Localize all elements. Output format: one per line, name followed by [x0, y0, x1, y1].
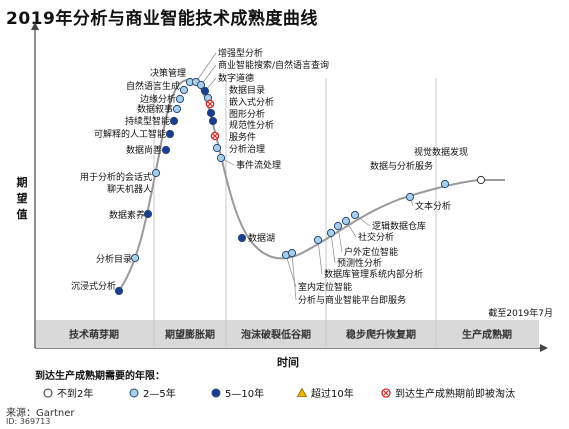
- data-point: [165, 129, 175, 139]
- point-label: 增强型分析: [218, 47, 263, 59]
- data-point: [196, 80, 206, 90]
- leader-line: [195, 52, 217, 83]
- legend-label: 到达生产成熟期前即被淘汰: [395, 387, 515, 400]
- legend-label: 5—10年: [225, 387, 264, 400]
- data-point: [208, 116, 218, 126]
- point-label: 分析与商业智能平台即服务: [298, 294, 406, 306]
- point-label: 数据素养: [109, 209, 145, 221]
- legend-marker: [296, 387, 308, 397]
- point-label: 事件流处理: [236, 159, 281, 171]
- leader-line: [330, 232, 336, 264]
- point-label: 室内定位智能: [298, 281, 352, 293]
- data-point-x: [212, 133, 218, 139]
- data-point: [143, 209, 153, 219]
- legend-marker: [43, 388, 53, 398]
- source-note: 来源：Gartner: [6, 408, 75, 419]
- y-axis-label: 值: [17, 207, 28, 221]
- chart-title: 2019年分析与商业智能技术成熟度曲线: [6, 9, 318, 29]
- leader-line: [337, 225, 343, 253]
- point-label: 数据目录: [229, 84, 265, 96]
- data-point: [313, 235, 323, 245]
- phase-label: 生产成熟期: [462, 328, 512, 341]
- point-label: 持续型智能: [125, 115, 170, 127]
- y-axis-label: 望: [17, 191, 28, 205]
- data-point: [114, 286, 124, 296]
- point-label: 规范性分析: [229, 119, 274, 131]
- data-point-x: [207, 101, 213, 107]
- point-label: 逻辑数据仓库: [372, 220, 426, 232]
- point-label: 沉浸式分析: [71, 280, 116, 292]
- y-axis-label: 期: [17, 175, 28, 189]
- phase-label: 技术萌芽期: [69, 328, 119, 341]
- data-point: [216, 153, 226, 163]
- point-label: 数据尚善: [126, 144, 162, 156]
- phase-label: 期望膨胀期: [165, 328, 215, 341]
- leader-line: [291, 252, 297, 301]
- point-label: 文本分析: [415, 200, 451, 212]
- point-label: 嵌入式分析: [229, 96, 274, 108]
- point-label: 服务件: [229, 131, 256, 143]
- data-point: [212, 143, 222, 153]
- data-point: [200, 86, 210, 96]
- data-point: [237, 233, 247, 243]
- data-point: [175, 94, 185, 104]
- date-note: 截至2019年7月: [488, 307, 553, 319]
- data-point: [179, 85, 189, 95]
- point-label: 数字道德: [218, 72, 254, 84]
- data-point: [169, 116, 179, 126]
- point-label: 用于分析的会话式聊天机器人: [80, 171, 152, 195]
- legend-label: 2—5年: [143, 387, 176, 400]
- point-label: 数据库管理系统内部分析: [324, 268, 423, 280]
- point-label: 分析目录: [96, 253, 132, 265]
- point-label: 边缘分析: [140, 93, 176, 105]
- leader-line: [317, 239, 323, 275]
- data-point: [151, 168, 161, 178]
- data-point: [206, 108, 216, 118]
- document-id: ID: 369713: [6, 417, 51, 426]
- data-point: [341, 216, 351, 226]
- y-axis-arrow: [31, 22, 39, 30]
- point-label: 可解释的人工智能: [94, 128, 166, 140]
- legend-label: 不到2年: [57, 387, 93, 400]
- phase-band: [36, 320, 539, 348]
- point-label: 预测性分析: [337, 257, 382, 269]
- point-label: 数据湖: [248, 232, 275, 244]
- x-axis-label: 时间: [277, 355, 299, 369]
- x-axis-arrow: [540, 344, 548, 352]
- data-point: [405, 192, 415, 202]
- data-point: [161, 145, 171, 155]
- point-label: 数据与分析服务: [370, 160, 433, 172]
- hype-curve: [117, 78, 505, 293]
- legend-marker: [129, 388, 139, 398]
- point-label: 图形分析: [229, 108, 265, 120]
- point-label: 决策管理: [150, 67, 186, 79]
- legend-title: 到达生产成熟期需要的年限：: [35, 369, 165, 382]
- data-point: [350, 210, 360, 220]
- point-label: 自然语言生成: [126, 80, 180, 92]
- legend-marker: [211, 388, 221, 398]
- legend-label: 超过10年: [311, 387, 354, 400]
- phase-label: 泡沫破裂低谷期: [241, 328, 311, 341]
- point-label: 视觉数据发现: [414, 146, 468, 158]
- point-label: 社交分析: [358, 231, 394, 243]
- point-label: 分析治理: [229, 143, 265, 155]
- leader-line: [200, 64, 217, 86]
- data-point: [476, 175, 486, 185]
- point-label: 数据叙事: [137, 103, 173, 115]
- data-point: [326, 228, 336, 238]
- data-point: [333, 221, 343, 231]
- point-label: 户外定位智能: [344, 246, 398, 258]
- phase-label: 稳步爬升恢复期: [346, 328, 416, 341]
- legend-marker-x: [383, 390, 389, 396]
- data-point: [287, 248, 297, 258]
- data-point: [172, 104, 182, 114]
- data-point: [440, 179, 450, 189]
- point-label: 商业智能搜索/自然语言查询: [218, 59, 329, 71]
- data-point: [130, 253, 140, 263]
